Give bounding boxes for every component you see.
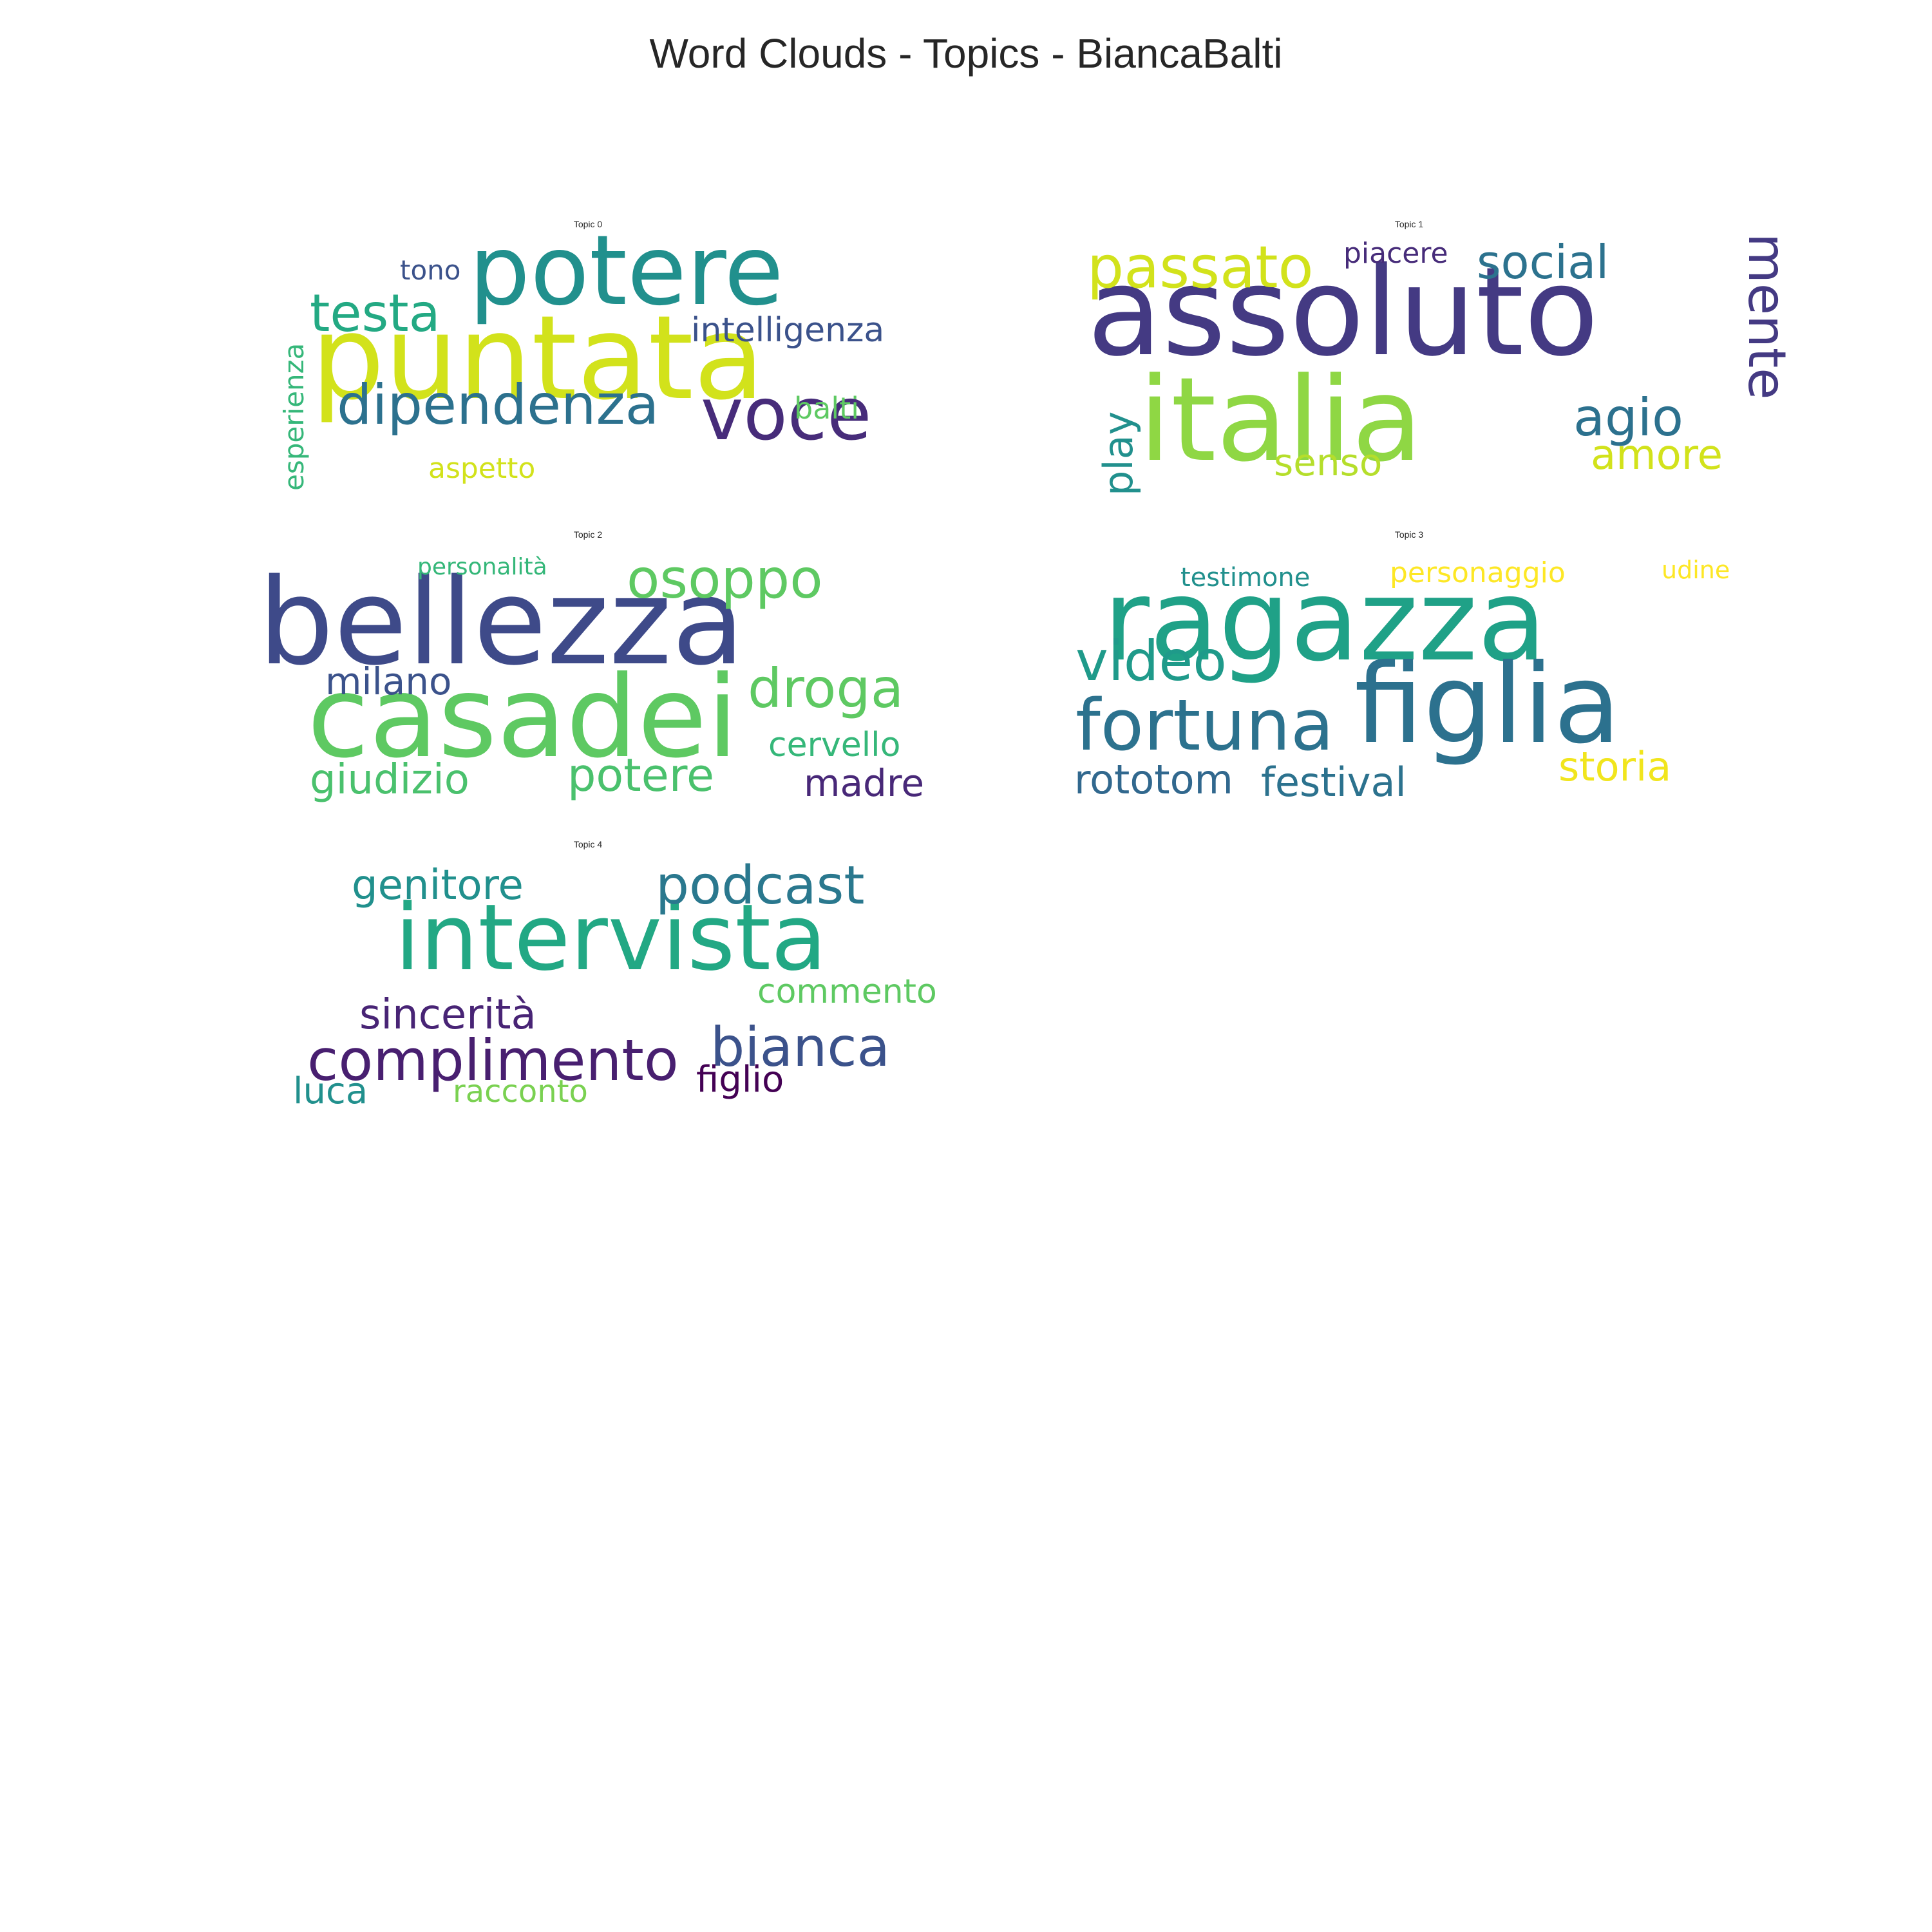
topic-0-word-4: testa [310, 283, 440, 343]
topic-2-word-7: giudizio [310, 756, 469, 804]
topic-2-word-4: milano [325, 659, 452, 703]
topic-1-panel: Topic 1 assoluto italia passato social piace… [1068, 219, 1797, 502]
topic-3-word-2: fortuna [1075, 684, 1334, 766]
topic-1-word-4: piacere [1343, 237, 1448, 270]
topic-2-word-3: droga [748, 657, 904, 720]
topic-3-word-0: ragazza [1103, 556, 1546, 687]
topic-4-word-6: commento [757, 972, 937, 1011]
topic-4-word-1: podcast [656, 855, 864, 916]
topic-1-word-2: passato [1087, 234, 1314, 301]
topic-0-title: Topic 0 [573, 219, 603, 229]
topic-2-word-1: casadei [307, 652, 738, 783]
topic-0-word-2: voce [701, 373, 871, 457]
topic-0-word-5: intelligenza [691, 311, 884, 350]
topic-1-word-7: amore [1591, 431, 1723, 479]
topic-0-word-9: aspetto [428, 452, 535, 485]
topic-2-title: Topic 2 [573, 529, 603, 540]
topic-2-word-5: personalità [417, 554, 547, 580]
topic-0-word-0: puntata [311, 291, 764, 426]
topic-2-word-9: madre [804, 761, 924, 805]
topic-3-panel: Topic 3 ragazza figlia fortuna video testimo… [1068, 529, 1750, 813]
topic-2-word-8: potere [567, 749, 714, 802]
topic-1-word-0: assoluto [1087, 241, 1599, 383]
topic-4-word-5: sincerità [359, 991, 536, 1039]
topic-4-word-2: complimento [307, 1027, 679, 1094]
topic-0-panel: Topic 0 puntata potere voce dipendenza testa… [247, 215, 929, 502]
topic-3-word-1: figlia [1354, 641, 1621, 768]
topic-1-word-6: agio [1573, 388, 1683, 448]
topic-2-panel: Topic 2 bellezza casadei osoppo droga milano… [247, 529, 929, 813]
topic-1-word-8: play [1095, 412, 1142, 496]
topic-4-word-3: bianca [710, 1016, 890, 1079]
topic-4-word-9: figlio [696, 1059, 784, 1101]
topic-1-word-9: senso [1274, 440, 1382, 484]
topic-3-word-5: personaggio [1390, 556, 1566, 589]
topic-0-word-1: potere [469, 215, 784, 327]
topic-4-word-0: intervista [395, 885, 827, 991]
topic-2-word-6: cervello [768, 726, 900, 764]
topic-0-word-3: dipendenza [337, 373, 659, 437]
topic-0-word-8: balti [794, 391, 859, 426]
topic-1-word-3: social [1477, 235, 1609, 289]
topic-2-word-0: bellezza [258, 553, 744, 692]
topic-4-panel: Topic 4 intervista podcast complimento bian… [247, 839, 937, 1122]
topic-1-word-1: italia [1139, 353, 1423, 488]
topic-0-word-7: esperienza [278, 343, 310, 491]
topic-4-word-7: luca [293, 1070, 368, 1112]
topic-3-title: Topic 3 [1394, 529, 1424, 540]
topic-3-word-7: rototom [1074, 756, 1233, 803]
topic-3-word-8: festival [1261, 759, 1406, 806]
topic-3-word-6: udine [1662, 556, 1730, 584]
topic-4-title: Topic 4 [573, 839, 603, 849]
figure-title: Word Clouds - Topics - BiancaBalti [649, 30, 1283, 77]
topic-3-word-3: video [1075, 629, 1227, 694]
topic-3-word-9: storia [1558, 743, 1671, 790]
topic-0-word-6: tono [400, 254, 460, 286]
topic-3-word-4: testimone [1180, 563, 1310, 592]
topic-1-title: Topic 1 [1394, 219, 1424, 229]
topic-2-word-2: osoppo [627, 547, 823, 611]
topic-4-word-4: genitore [352, 862, 524, 909]
topic-1-word-5: mente [1737, 233, 1797, 399]
topic-4-word-8: racconto [453, 1074, 588, 1110]
